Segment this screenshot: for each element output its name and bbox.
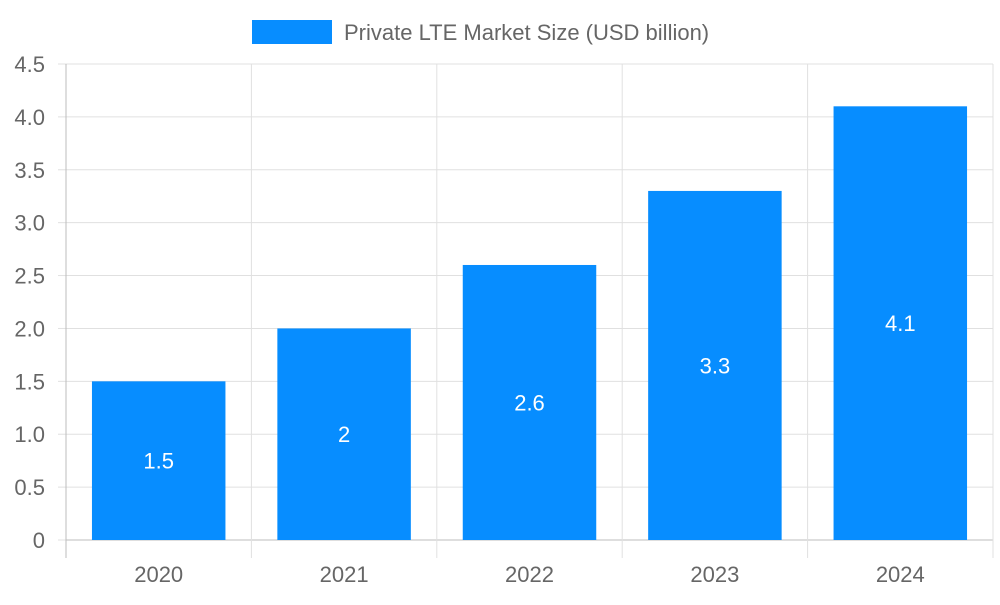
data-label: 4.1 xyxy=(885,311,916,336)
y-tick-label: 1.5 xyxy=(14,369,45,394)
x-tick-label: 2021 xyxy=(320,562,369,587)
x-tick-label: 2022 xyxy=(505,562,554,587)
x-tick-label: 2024 xyxy=(876,562,925,587)
data-label: 2.6 xyxy=(514,390,545,415)
data-label: 1.5 xyxy=(143,449,174,474)
y-tick-label: 2.0 xyxy=(14,316,45,341)
legend: Private LTE Market Size (USD billion) xyxy=(252,20,709,45)
y-tick-label: 1.0 xyxy=(14,422,45,447)
legend-swatch xyxy=(252,20,332,44)
y-tick-label: 4.5 xyxy=(14,52,45,77)
bar xyxy=(462,264,597,540)
data-label: 3.3 xyxy=(700,353,731,378)
data-label: 2 xyxy=(338,422,350,447)
x-tick-label: 2020 xyxy=(134,562,183,587)
x-tick-label: 2023 xyxy=(690,562,739,587)
bar xyxy=(91,381,226,540)
y-tick-label: 0.5 xyxy=(14,475,45,500)
y-tick-label: 0 xyxy=(33,528,45,553)
legend-label: Private LTE Market Size (USD billion) xyxy=(344,20,709,45)
bar xyxy=(277,328,411,540)
bar xyxy=(833,106,968,541)
y-tick-label: 3.0 xyxy=(14,211,45,236)
y-tick-label: 2.5 xyxy=(14,264,45,289)
y-tick-label: 4.0 xyxy=(14,105,45,130)
bar xyxy=(648,190,782,540)
y-tick-label: 3.5 xyxy=(14,158,45,183)
